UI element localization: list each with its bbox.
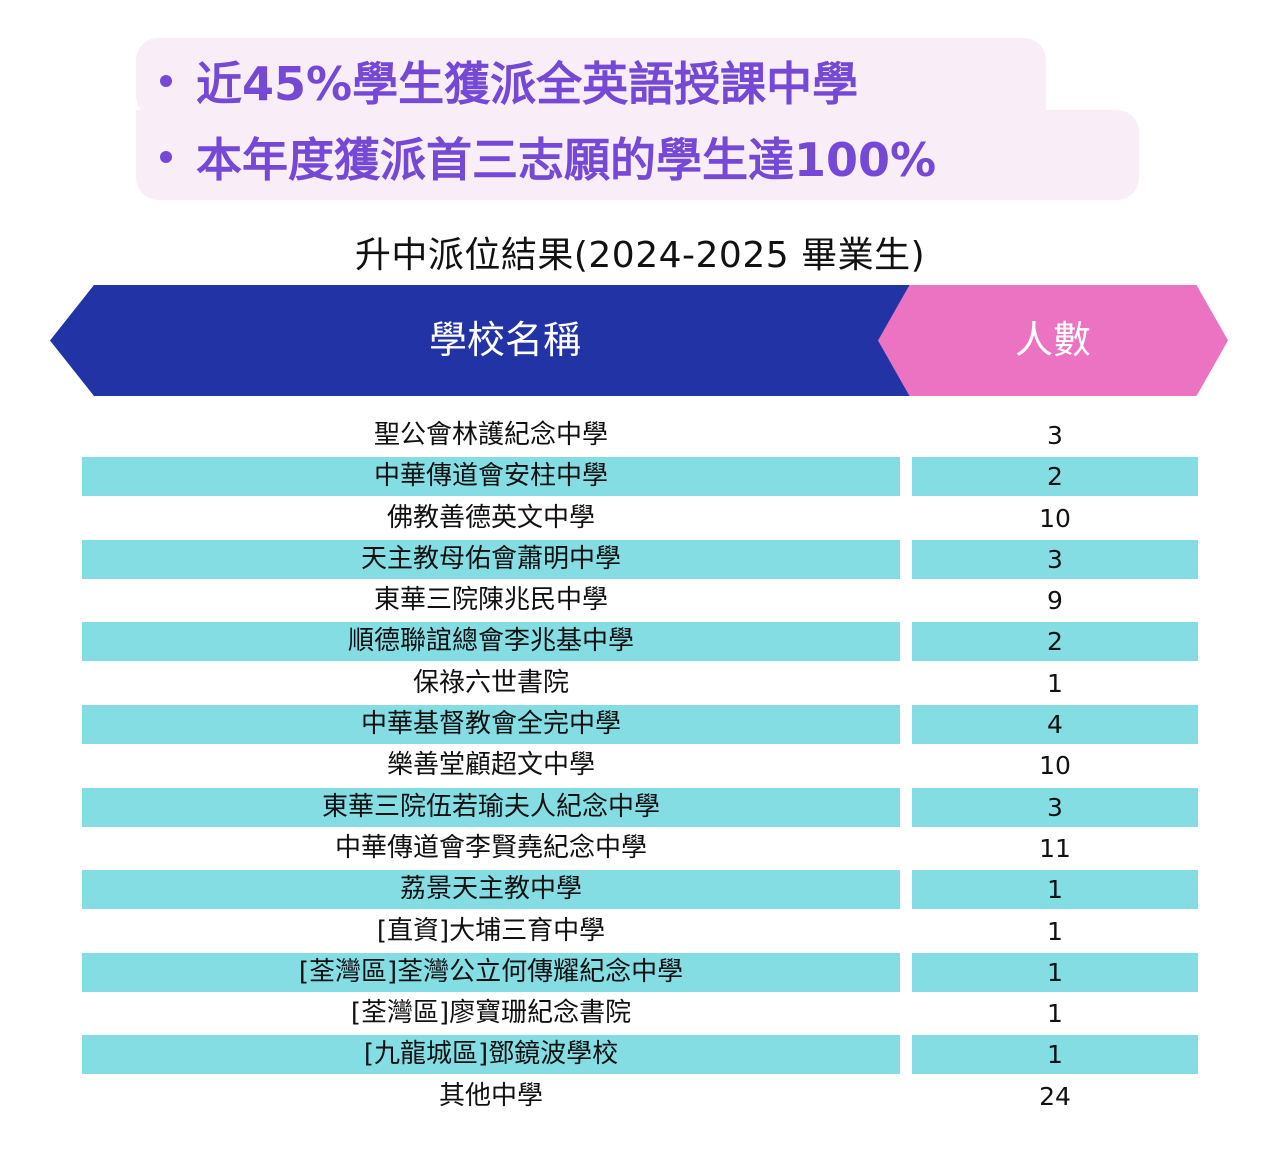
- table-row: 樂善堂顧超文中學 10: [0, 745, 1280, 786]
- school-name-cell: 中華基督教會全完中學: [82, 705, 900, 745]
- highlight-box-top: [136, 38, 1046, 118]
- table-row: 佛教善德英文中學 10: [0, 498, 1280, 539]
- table-row: 其他中學 24: [0, 1076, 1280, 1117]
- table-row: 保祿六世書院 1: [0, 663, 1280, 704]
- student-count-cell: 3: [1047, 421, 1063, 450]
- bullet-dot-icon: [160, 75, 172, 87]
- page-title: 升中派位結果(2024-2025 畢業生): [354, 235, 926, 276]
- student-count-cell: 10: [1039, 503, 1071, 533]
- student-count-cell: 1: [1047, 999, 1063, 1029]
- student-count-cell: 2: [912, 622, 1198, 662]
- student-count-cell: 1: [912, 1035, 1198, 1075]
- school-name-cell: 荔景天主教中學: [82, 870, 900, 910]
- school-name-cell: 中華傳道會安柱中學: [82, 457, 900, 497]
- highlight-text: 本年度獲派首三志願的學生達100%: [196, 133, 937, 187]
- school-name-cell: 天主教母佑會蕭明中學: [82, 539, 900, 579]
- highlight-text: 近45%學生獲派全英語授課中學: [196, 57, 859, 111]
- table-row: 中華傳道會李賢堯紀念中學 11: [0, 828, 1280, 869]
- school-name-header: 學校名稱: [50, 285, 930, 396]
- student-count-cell: 1: [1047, 668, 1063, 698]
- school-name-header-label: 學校名稱: [428, 318, 581, 362]
- school-name-cell: [九龍城區]鄧鏡波學校: [82, 1035, 900, 1075]
- school-name-cell: 其他中學: [438, 1080, 543, 1111]
- student-count-cell: 1: [912, 952, 1198, 992]
- student-count-cell: 3: [912, 539, 1198, 579]
- student-count-cell: 1: [1047, 916, 1063, 946]
- school-name-cell: 聖公會林護紀念中學: [373, 420, 608, 450]
- student-count-cell: 1: [912, 870, 1198, 910]
- student-count-cell: 11: [1039, 833, 1071, 863]
- school-name-cell: [荃灣區]廖寶珊紀念書院: [350, 998, 632, 1029]
- table-row: 順德聯誼總會李兆基中學 2: [0, 621, 1280, 662]
- highlight-item: 近45%學生獲派全英語授課中學: [160, 46, 858, 116]
- school-name-cell: 順德聯誼總會李兆基中學: [82, 622, 900, 662]
- results-table: 聖公會林護紀念中學 3 中華傳道會安柱中學 2 佛教善德英文中學 10 天主教母佑會蕭明中學…: [0, 415, 1280, 1117]
- table-row: 聖公會林護紀念中學 3: [0, 415, 1280, 456]
- student-count-cell: 3: [912, 787, 1198, 827]
- table-row: [九龍城區]鄧鏡波學校 1: [0, 1034, 1280, 1075]
- table-row: 中華傳道會安柱中學 2: [0, 456, 1280, 497]
- highlight-item: 本年度獲派首三志願的學生達100%: [160, 122, 936, 192]
- school-name-cell: 佛教善德英文中學: [386, 502, 595, 533]
- student-count-cell: 10: [1039, 751, 1071, 781]
- school-name-cell: 樂善堂顧超文中學: [386, 750, 595, 781]
- school-name-cell: 東華三院伍若瑜夫人紀念中學: [82, 787, 900, 827]
- student-count-cell: 9: [1047, 586, 1063, 616]
- table-row: [荃灣區]荃灣公立何傳耀紀念中學 1: [0, 952, 1280, 993]
- school-name-cell: [直資]大埔三育中學: [376, 915, 606, 946]
- table-row: [直資]大埔三育中學 1: [0, 911, 1280, 952]
- student-count-cell: 2: [912, 457, 1198, 497]
- table-row: 荔景天主教中學 1: [0, 869, 1280, 910]
- count-header-label: 人數: [1014, 318, 1091, 362]
- school-name-cell: [荃灣區]荃灣公立何傳耀紀念中學: [82, 952, 900, 992]
- student-count-cell: 24: [1039, 1081, 1071, 1111]
- count-header: 人數: [878, 285, 1228, 396]
- table-row: 天主教母佑會蕭明中學 3: [0, 539, 1280, 580]
- school-name-cell: 中華傳道會李賢堯紀念中學: [334, 832, 647, 863]
- school-name-cell: 東華三院陳兆民中學: [373, 585, 608, 616]
- highlight-box-bottom: [136, 110, 1139, 200]
- table-row: 中華基督教會全完中學 4: [0, 704, 1280, 745]
- table-row: [荃灣區]廖寶珊紀念書院 1: [0, 993, 1280, 1034]
- table-row: 東華三院陳兆民中學 9: [0, 580, 1280, 621]
- bullet-dot-icon: [160, 151, 172, 163]
- student-count-cell: 4: [912, 705, 1198, 745]
- school-name-cell: 保祿六世書院: [412, 667, 569, 698]
- table-row: 東華三院伍若瑜夫人紀念中學 3: [0, 787, 1280, 828]
